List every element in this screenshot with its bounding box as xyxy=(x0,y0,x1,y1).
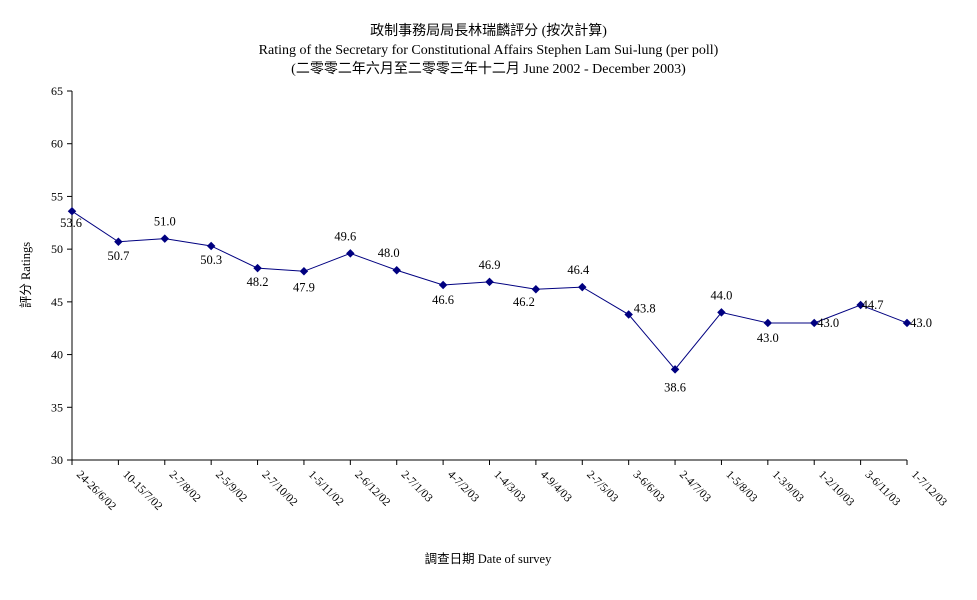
x-tick-label: 3-6/6/03 xyxy=(631,469,667,505)
data-point xyxy=(624,310,633,319)
x-tick-label: 4-9/4/03 xyxy=(538,469,574,505)
x-tick-label: 1-2/10/03 xyxy=(816,469,856,509)
y-tick-label: 30 xyxy=(51,453,63,467)
data-point xyxy=(253,263,262,273)
y-tick-label: 40 xyxy=(51,348,63,362)
data-point xyxy=(206,241,216,251)
data-label: 46.2 xyxy=(513,295,535,309)
data-point xyxy=(670,365,680,374)
data-label: 46.4 xyxy=(567,263,590,277)
data-label: 50.3 xyxy=(200,253,222,267)
data-point xyxy=(856,300,865,310)
y-tick-label: 55 xyxy=(51,189,63,203)
data-point xyxy=(438,280,448,290)
data-label: 38.6 xyxy=(664,380,686,394)
x-tick-label: 1-5/11/02 xyxy=(306,469,346,509)
x-tick-label: 2-6/12/02 xyxy=(352,469,392,509)
data-point xyxy=(763,318,773,328)
chart-titles: 政制事務局局長林瑞麟評分 (按次計算) Rating of the Secret… xyxy=(0,22,977,79)
x-axis-title: 調查日期 Date of survey xyxy=(425,552,552,566)
data-point xyxy=(392,265,401,275)
data-label: 47.9 xyxy=(293,280,315,294)
y-tick-label: 50 xyxy=(51,242,63,256)
chart-subtitle: Rating of the Secretary for Constitution… xyxy=(258,43,719,58)
data-label: 49.6 xyxy=(334,229,356,243)
y-tick-label: 45 xyxy=(51,295,63,309)
data-point xyxy=(531,284,541,294)
x-tick-label: 24-26/6/02 xyxy=(74,469,118,513)
data-label: 43.0 xyxy=(910,316,932,330)
data-point xyxy=(67,206,77,216)
data-label: 46.9 xyxy=(479,258,501,272)
data-point xyxy=(809,318,819,328)
x-tick-label: 3-6/11/03 xyxy=(862,469,902,509)
data-point xyxy=(578,282,587,292)
data-point xyxy=(114,237,123,247)
chart-subtitle-period: (二零零二年六月至二零零三年十二月 June 2002 - December 2… xyxy=(291,62,686,77)
data-label: 50.7 xyxy=(107,249,129,263)
x-tick-label: 4-7/2/03 xyxy=(445,469,481,505)
data-point xyxy=(160,234,170,243)
data-point xyxy=(717,308,726,317)
x-tick-label: 10-15/7/02 xyxy=(120,469,164,513)
data-label: 48.0 xyxy=(378,246,400,260)
x-tick-label: 1-7/12/03 xyxy=(909,469,949,509)
x-tick-label: 1-3/9/03 xyxy=(770,469,806,505)
data-label: 44.0 xyxy=(711,288,733,302)
y-tick-label: 65 xyxy=(51,84,63,98)
data-label: 51.0 xyxy=(154,215,176,229)
x-tick-label: 2-4/7/03 xyxy=(677,469,713,505)
x-tick-label: 2-7/1/03 xyxy=(399,469,435,505)
x-tick-label: 2-7/10/02 xyxy=(259,469,299,509)
data-label: 43.8 xyxy=(634,302,656,316)
data-label: 43.0 xyxy=(757,331,779,345)
data-label: 46.6 xyxy=(432,293,454,307)
x-tick-label: 1-5/8/03 xyxy=(723,469,759,505)
data-point xyxy=(485,277,494,287)
data-point xyxy=(902,318,912,328)
data-label: 44.7 xyxy=(862,298,884,312)
data-point xyxy=(299,267,309,276)
y-axis-title: 評分 Ratings xyxy=(18,242,33,308)
data-label: 53.6 xyxy=(60,216,82,230)
data-point xyxy=(346,249,355,258)
data-label: 43.0 xyxy=(817,316,839,330)
series-line xyxy=(71,210,908,371)
x-tick-label: 2-7/8/02 xyxy=(167,469,203,505)
x-tick-label: 2-7/5/03 xyxy=(584,469,620,505)
data-label: 48.2 xyxy=(247,275,269,289)
y-tick-label: 60 xyxy=(51,137,63,151)
x-tick-label: 2-5/9/02 xyxy=(213,469,249,505)
y-tick-label: 35 xyxy=(51,400,63,414)
x-tick-label: 1-4/3/03 xyxy=(491,469,527,505)
chart-title: 政制事務局局長林瑞麟評分 (按次計算) xyxy=(370,24,607,39)
